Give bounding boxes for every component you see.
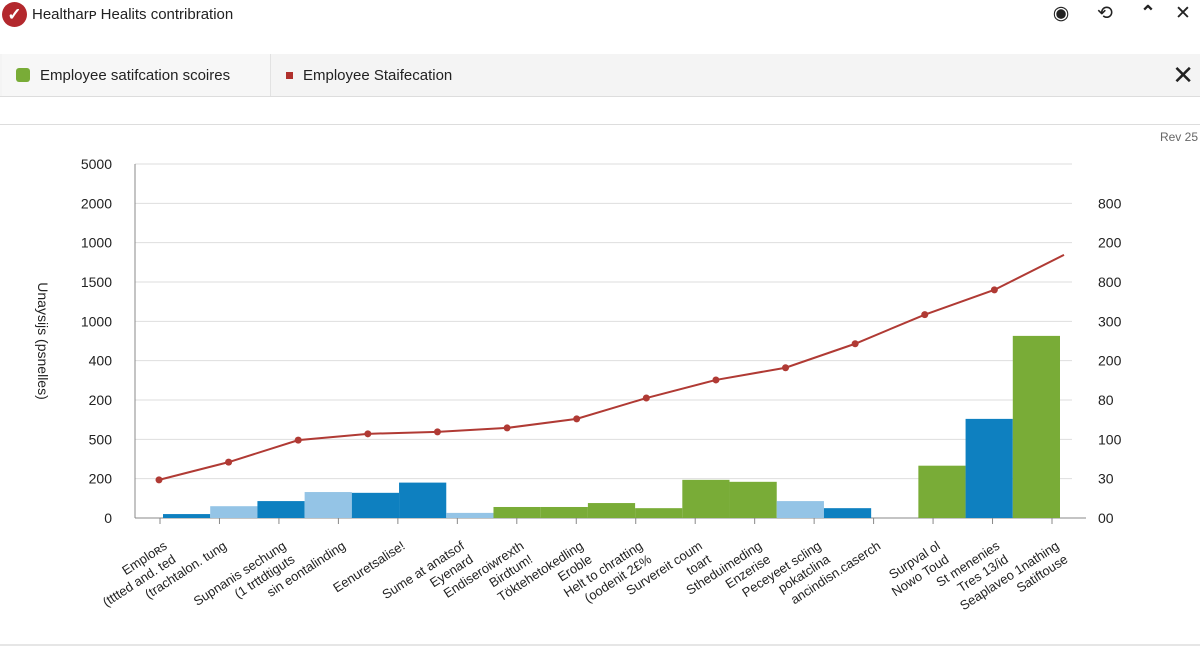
tab-label: Employee Staifecation [303,66,453,84]
y-left-tick-label: 200 [89,392,113,408]
bar [540,506,588,518]
divider [0,644,1200,646]
line-point [433,428,441,436]
tab-bar: Employee satifcation scoires Employee St… [0,54,1200,97]
tab-employee-satisfaction-scores[interactable]: Employee satifcation scoires [2,54,271,96]
bar [493,506,541,518]
y-right-tick-label: 200 [1098,353,1122,369]
bar [776,501,824,518]
bar [351,492,400,518]
tab-employee-satisfaction[interactable]: Employee Staifecation [272,54,452,96]
y-left-tick-label: 5000 [81,156,112,172]
y-right-tick-label: 30 [1098,471,1114,487]
app-title: Healtharᴩ Healits contribration [32,6,234,23]
bar [682,479,730,518]
line-point [503,424,511,432]
title-bar: ✓ Healtharᴩ Healits contribration ◉ ⟲ ⌃ … [0,0,1200,30]
line-point [642,394,650,402]
y-right-tick-label: 100 [1098,431,1122,447]
y-left-tick-label: 400 [89,353,113,369]
y-axis-label: Unaysijs (psnelles) [35,282,51,399]
target-icon[interactable]: ◉ [1052,3,1070,24]
line-point [712,376,720,384]
revision-label: Rev 25 [1159,130,1198,144]
y-right-tick-label: 300 [1098,313,1122,329]
bar [163,514,211,518]
bar [635,508,683,518]
line-point [573,415,581,423]
bar [918,465,966,518]
y-left-tick-label: 0 [104,510,112,526]
y-right-tick-label: 80 [1098,392,1114,408]
y-left-tick-label: 200 [89,471,113,487]
bar [399,482,447,518]
line-point [782,364,790,372]
bar [446,512,494,518]
line-point [294,436,302,444]
bar [823,508,872,518]
bar [1012,335,1060,518]
y-left-tick-label: 1500 [81,274,112,290]
y-right-tick-label: 00 [1098,510,1114,526]
line-point [851,340,859,348]
tab-label: Employee satifcation scoires [40,66,231,84]
legend-swatch-green [16,68,30,82]
line-point [990,286,998,294]
y-left-tick-label: 500 [89,431,113,447]
close-icon[interactable]: ✕ [1172,60,1194,90]
bar [965,418,1013,518]
bar [587,503,636,518]
y-right-tick-label: 200 [1098,235,1122,251]
line-point [225,458,233,466]
check-circle-icon: ✓ [2,2,27,27]
line-point [364,430,372,438]
chevron-up-icon[interactable]: ⌃ [1140,3,1156,24]
search-refresh-icon[interactable]: ⟲ [1097,3,1113,24]
bar [257,501,305,518]
y-right-tick-label: 800 [1098,274,1122,290]
bar [729,481,777,518]
y-right-tick-label: 800 [1098,195,1122,211]
legend-swatch-red [286,71,293,79]
line-point [921,311,929,319]
bar [304,492,352,518]
series-line [158,253,1065,481]
y-left-tick-label: 1000 [81,313,112,329]
bar [210,506,258,518]
close-icon[interactable]: ✕ [1175,3,1191,24]
divider [0,124,1200,125]
y-left-tick-label: 1000 [81,235,112,251]
y-left-tick-label: 2000 [81,195,112,211]
line-point [155,476,163,484]
